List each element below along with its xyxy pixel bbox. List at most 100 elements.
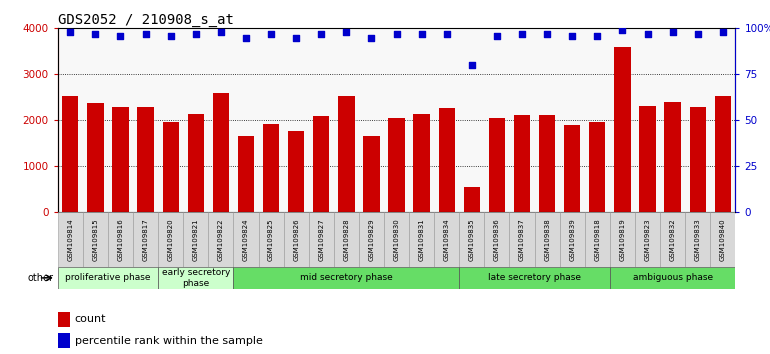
FancyBboxPatch shape xyxy=(660,212,685,267)
Text: ambiguous phase: ambiguous phase xyxy=(632,273,713,282)
Text: GSM109815: GSM109815 xyxy=(92,218,99,261)
FancyBboxPatch shape xyxy=(685,212,710,267)
Text: GSM109836: GSM109836 xyxy=(494,218,500,261)
FancyBboxPatch shape xyxy=(409,212,434,267)
Text: GSM109835: GSM109835 xyxy=(469,218,475,261)
Text: GSM109824: GSM109824 xyxy=(243,218,249,261)
Text: GSM109826: GSM109826 xyxy=(293,218,300,261)
Text: GSM109830: GSM109830 xyxy=(393,218,400,261)
Point xyxy=(516,31,528,37)
Bar xyxy=(288,131,304,212)
Point xyxy=(616,27,628,33)
Text: GSM109832: GSM109832 xyxy=(670,218,675,261)
Text: GSM109825: GSM109825 xyxy=(268,218,274,261)
FancyBboxPatch shape xyxy=(209,212,233,267)
Bar xyxy=(539,115,555,212)
Bar xyxy=(263,124,280,212)
FancyBboxPatch shape xyxy=(158,267,233,289)
FancyBboxPatch shape xyxy=(233,212,259,267)
Text: GSM109833: GSM109833 xyxy=(695,218,701,261)
Text: GSM109821: GSM109821 xyxy=(192,218,199,261)
Point xyxy=(641,31,654,37)
Point xyxy=(440,31,453,37)
FancyBboxPatch shape xyxy=(108,212,133,267)
Text: GSM109827: GSM109827 xyxy=(318,218,324,261)
FancyBboxPatch shape xyxy=(83,212,108,267)
Text: GSM109839: GSM109839 xyxy=(569,218,575,261)
FancyBboxPatch shape xyxy=(309,212,334,267)
FancyBboxPatch shape xyxy=(133,212,158,267)
Text: GSM109814: GSM109814 xyxy=(67,218,73,261)
FancyBboxPatch shape xyxy=(58,212,83,267)
Bar xyxy=(338,96,354,212)
Text: percentile rank within the sample: percentile rank within the sample xyxy=(75,336,263,346)
Text: GSM109838: GSM109838 xyxy=(544,218,550,261)
Bar xyxy=(112,108,129,212)
FancyBboxPatch shape xyxy=(359,212,384,267)
Text: GSM109823: GSM109823 xyxy=(644,218,651,261)
Bar xyxy=(690,107,706,212)
FancyBboxPatch shape xyxy=(534,212,560,267)
Text: GSM109840: GSM109840 xyxy=(720,218,726,261)
Text: GSM109831: GSM109831 xyxy=(419,218,424,261)
Point xyxy=(416,31,428,37)
Text: GSM109822: GSM109822 xyxy=(218,218,224,261)
Text: GSM109819: GSM109819 xyxy=(619,218,625,261)
Bar xyxy=(589,122,605,212)
FancyBboxPatch shape xyxy=(510,212,534,267)
Point xyxy=(139,31,152,37)
Text: GSM109837: GSM109837 xyxy=(519,218,525,261)
Bar xyxy=(489,118,505,212)
Text: GSM109818: GSM109818 xyxy=(594,218,601,261)
Bar xyxy=(62,96,79,212)
Point xyxy=(466,62,478,68)
Point xyxy=(114,33,126,39)
FancyBboxPatch shape xyxy=(560,212,584,267)
Point xyxy=(165,33,177,39)
Bar xyxy=(639,106,656,212)
FancyBboxPatch shape xyxy=(610,212,635,267)
Point xyxy=(667,29,679,35)
Point xyxy=(717,29,729,35)
Bar xyxy=(564,125,581,212)
FancyBboxPatch shape xyxy=(58,267,158,289)
FancyBboxPatch shape xyxy=(584,212,610,267)
Bar xyxy=(363,136,380,212)
Point xyxy=(490,33,503,39)
Text: early secretory
phase: early secretory phase xyxy=(162,268,230,287)
Text: GSM109816: GSM109816 xyxy=(118,218,123,261)
Bar xyxy=(413,114,430,212)
Point xyxy=(189,31,202,37)
Text: mid secretory phase: mid secretory phase xyxy=(300,273,393,282)
FancyBboxPatch shape xyxy=(710,212,735,267)
Bar xyxy=(514,115,531,212)
Bar xyxy=(665,102,681,212)
FancyBboxPatch shape xyxy=(283,212,309,267)
Bar xyxy=(614,47,631,212)
Text: late secretory phase: late secretory phase xyxy=(488,273,581,282)
Bar xyxy=(87,103,103,212)
Point xyxy=(265,31,277,37)
Bar xyxy=(439,108,455,212)
Bar xyxy=(238,136,254,212)
Point xyxy=(64,29,76,35)
Point xyxy=(315,31,327,37)
FancyBboxPatch shape xyxy=(384,212,409,267)
Bar xyxy=(188,114,204,212)
FancyBboxPatch shape xyxy=(635,212,660,267)
Point xyxy=(365,35,377,40)
Bar xyxy=(58,312,70,327)
Bar xyxy=(388,118,405,212)
Bar xyxy=(213,93,229,212)
Text: GSM109829: GSM109829 xyxy=(369,218,374,261)
Point xyxy=(591,33,604,39)
FancyBboxPatch shape xyxy=(459,212,484,267)
Text: GSM109817: GSM109817 xyxy=(142,218,149,261)
Bar xyxy=(313,116,330,212)
FancyBboxPatch shape xyxy=(459,267,610,289)
Point xyxy=(566,33,578,39)
FancyBboxPatch shape xyxy=(484,212,510,267)
Point xyxy=(390,31,403,37)
FancyBboxPatch shape xyxy=(434,212,459,267)
FancyBboxPatch shape xyxy=(334,212,359,267)
